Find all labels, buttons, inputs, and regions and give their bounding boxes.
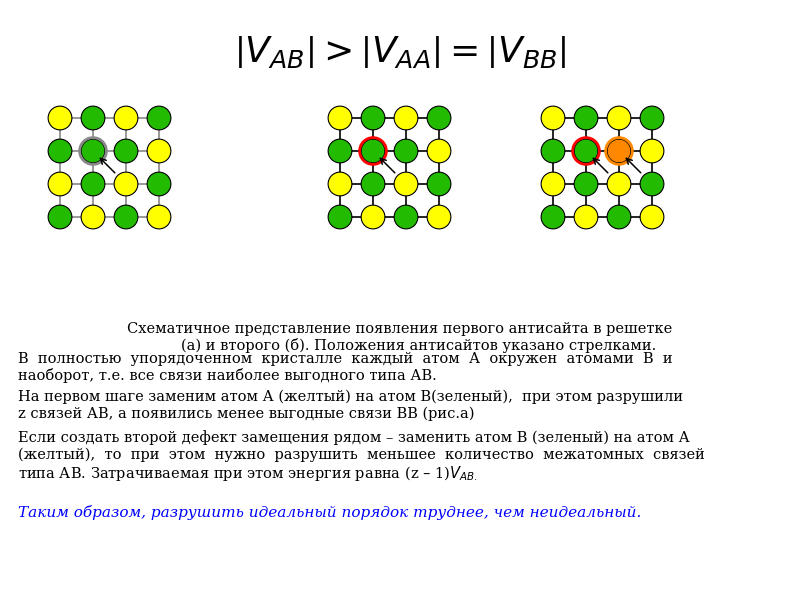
Circle shape — [607, 172, 631, 196]
Circle shape — [427, 106, 451, 130]
Circle shape — [114, 139, 138, 163]
Circle shape — [48, 172, 72, 196]
Text: Если создать второй дефект замещения рядом – заменить атом В (зеленый) на атом А: Если создать второй дефект замещения ряд… — [18, 430, 705, 484]
Circle shape — [81, 172, 105, 196]
Circle shape — [81, 106, 105, 130]
Circle shape — [427, 139, 451, 163]
Circle shape — [328, 106, 352, 130]
Circle shape — [114, 106, 138, 130]
Circle shape — [574, 139, 598, 163]
Text: На первом шаге заменим атом А (желтый) на атом В(зеленый),  при этом разрушили
z: На первом шаге заменим атом А (желтый) н… — [18, 390, 683, 421]
Text: В  полностью  упорядоченном  кристалле  каждый  атом  А  окружен  атомами  В  и
: В полностью упорядоченном кристалле кажд… — [18, 352, 673, 383]
Circle shape — [640, 139, 664, 163]
Circle shape — [541, 139, 565, 163]
Circle shape — [427, 205, 451, 229]
Circle shape — [114, 205, 138, 229]
Circle shape — [541, 172, 565, 196]
Circle shape — [48, 205, 72, 229]
Circle shape — [394, 205, 418, 229]
Circle shape — [361, 205, 385, 229]
Text: Таким образом, разрушить идеальный порядок труднее, чем неидеальный.: Таким образом, разрушить идеальный поряд… — [18, 505, 642, 520]
Circle shape — [81, 139, 105, 163]
Text: Схематичное представление появления первого антисайта в решетке
        (а) и вт: Схематичное представление появления перв… — [127, 322, 673, 353]
Circle shape — [361, 139, 385, 163]
Circle shape — [574, 106, 598, 130]
Circle shape — [640, 205, 664, 229]
Circle shape — [607, 139, 631, 163]
Circle shape — [114, 172, 138, 196]
Circle shape — [607, 205, 631, 229]
Circle shape — [640, 172, 664, 196]
Circle shape — [48, 106, 72, 130]
Circle shape — [328, 139, 352, 163]
Circle shape — [640, 106, 664, 130]
Circle shape — [361, 106, 385, 130]
Circle shape — [394, 172, 418, 196]
Circle shape — [328, 205, 352, 229]
Circle shape — [48, 139, 72, 163]
Circle shape — [361, 172, 385, 196]
Circle shape — [607, 106, 631, 130]
Circle shape — [574, 172, 598, 196]
Circle shape — [394, 139, 418, 163]
Circle shape — [541, 106, 565, 130]
Circle shape — [147, 205, 171, 229]
Text: $\left|V_{AB}\right| > \left|V_{AA}\right| = \left|V_{BB}\right|$: $\left|V_{AB}\right| > \left|V_{AA}\righ… — [234, 34, 566, 70]
Circle shape — [147, 172, 171, 196]
Circle shape — [541, 205, 565, 229]
Circle shape — [574, 205, 598, 229]
Circle shape — [147, 139, 171, 163]
Circle shape — [394, 106, 418, 130]
Circle shape — [427, 172, 451, 196]
Circle shape — [81, 205, 105, 229]
Circle shape — [328, 172, 352, 196]
Circle shape — [147, 106, 171, 130]
